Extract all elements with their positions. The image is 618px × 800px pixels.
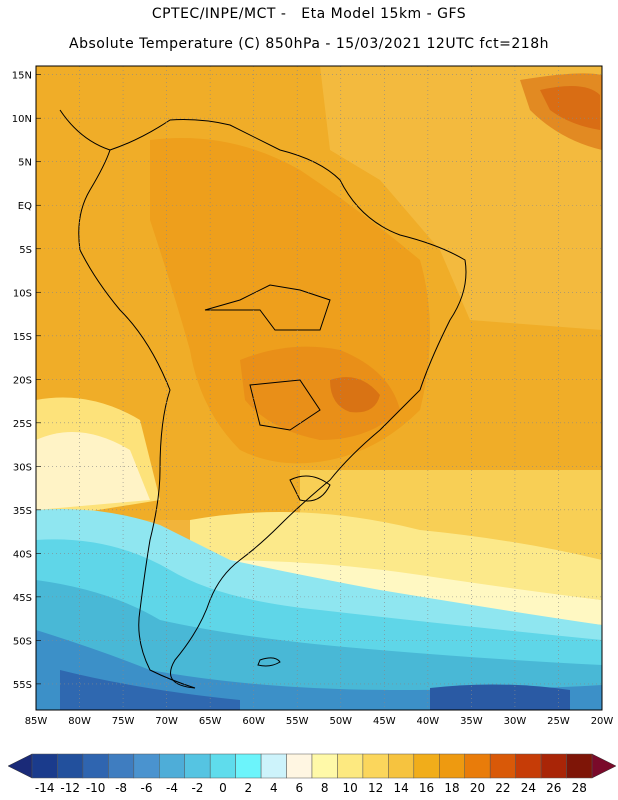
colorbar-cell (133, 753, 160, 779)
lon-label: 50W (329, 716, 352, 727)
colorbar-label: 18 (444, 781, 459, 795)
lat-label: 35S (13, 506, 32, 517)
lat-label: 40S (13, 549, 32, 560)
colorbar-label: -14 (35, 781, 55, 795)
colorbar-label: 8 (321, 781, 329, 795)
colorbar-cell (439, 753, 465, 779)
colorbar-label: -10 (86, 781, 106, 795)
colorbar-cell (209, 753, 236, 779)
latitude-labels: 15N 10N 5N EQ 5S 10S 15S 20S 25S 30S 35S 40S 45S 50S 5… (12, 71, 32, 691)
colorbar-cell (464, 753, 491, 779)
lon-label: 75W (112, 716, 135, 727)
colorbar-cell (57, 753, 84, 779)
lat-label: 10N (12, 114, 32, 125)
colorbar-label: -8 (115, 781, 127, 795)
map-title-line2: Absolute Temperature (C) 850hPa - 15/03/… (69, 36, 549, 52)
colorbar-label: 2 (245, 781, 253, 795)
lon-label: 80W (68, 716, 91, 727)
lon-label: 35W (460, 716, 483, 727)
colorbar-label: 28 (572, 781, 587, 795)
colorbar-label: 14 (393, 781, 408, 795)
colorbar-cell (286, 753, 313, 779)
map-title-line1: CPTEC/INPE/MCT - Eta Model 15km - GFS (151, 6, 467, 22)
colorbar-cell (489, 753, 516, 779)
lat-label: 30S (13, 462, 32, 473)
lon-label: 60W (242, 716, 265, 727)
lon-label: 20W (591, 716, 614, 727)
colorbar-low-arrow (7, 753, 33, 779)
colorbar-label: 6 (295, 781, 303, 795)
lat-label: 20S (13, 375, 32, 386)
lon-label: 25W (547, 716, 570, 727)
colorbar-cell (362, 753, 389, 779)
lat-label: 25S (13, 419, 32, 430)
coastline (59, 109, 467, 689)
lat-label: EQ (18, 201, 32, 212)
colorbar-cell (31, 753, 58, 779)
colorbar-label: 4 (270, 781, 278, 795)
colorbar-cell (108, 753, 135, 779)
colorbar-label: -6 (141, 781, 153, 795)
colorbar-cell (311, 753, 338, 779)
colorbar-cell (184, 753, 211, 779)
lat-label: 15N (12, 71, 32, 82)
colorbar-cell (235, 753, 262, 779)
lon-label: 55W (286, 716, 309, 727)
colorbar-label: -12 (60, 781, 80, 795)
lon-label: 45W (373, 716, 396, 727)
colorbar-label: 24 (521, 781, 536, 795)
colorbar-label: 10 (343, 781, 358, 795)
lat-label: 15S (13, 332, 32, 343)
colorbar-cell (388, 753, 415, 779)
colorbar-cell (413, 753, 440, 779)
lon-label: 65W (199, 716, 222, 727)
colorbar-cell (159, 753, 185, 779)
temperature-field (36, 66, 602, 710)
colorbar-label: 26 (546, 781, 561, 795)
colorbar-cell (566, 753, 593, 779)
lon-label: 70W (155, 716, 178, 727)
colorbar-cell (540, 753, 567, 779)
longitude-labels: 85W 80W 75W 70W 65W 60W 55W 50W 45W 40W 35W 30W 25W 2… (25, 716, 614, 727)
lon-label: 40W (417, 716, 440, 727)
colorbar-cell (82, 753, 109, 779)
lat-label: 45S (13, 593, 32, 604)
lat-label: 5N (18, 158, 32, 169)
colorbar-cell (337, 753, 364, 779)
map-frame (35, 65, 603, 711)
colorbar-label: 16 (419, 781, 434, 795)
colorbar-cell (260, 753, 287, 779)
colorbar-label: -2 (191, 781, 203, 795)
lat-label: 5S (19, 245, 32, 256)
lon-label: 85W (25, 716, 48, 727)
colorbar-label: 20 (470, 781, 485, 795)
colorbar-label: -4 (166, 781, 178, 795)
colorbar-cell (515, 753, 542, 779)
lat-label: 50S (13, 636, 32, 647)
colorbar-label: 22 (495, 781, 510, 795)
colorbar-label: 0 (219, 781, 227, 795)
colorbar-high-arrow (591, 753, 617, 779)
colorbar-label: 12 (368, 781, 383, 795)
lat-label: 55S (13, 680, 32, 691)
lon-label: 30W (504, 716, 527, 727)
lat-label: 10S (13, 288, 32, 299)
